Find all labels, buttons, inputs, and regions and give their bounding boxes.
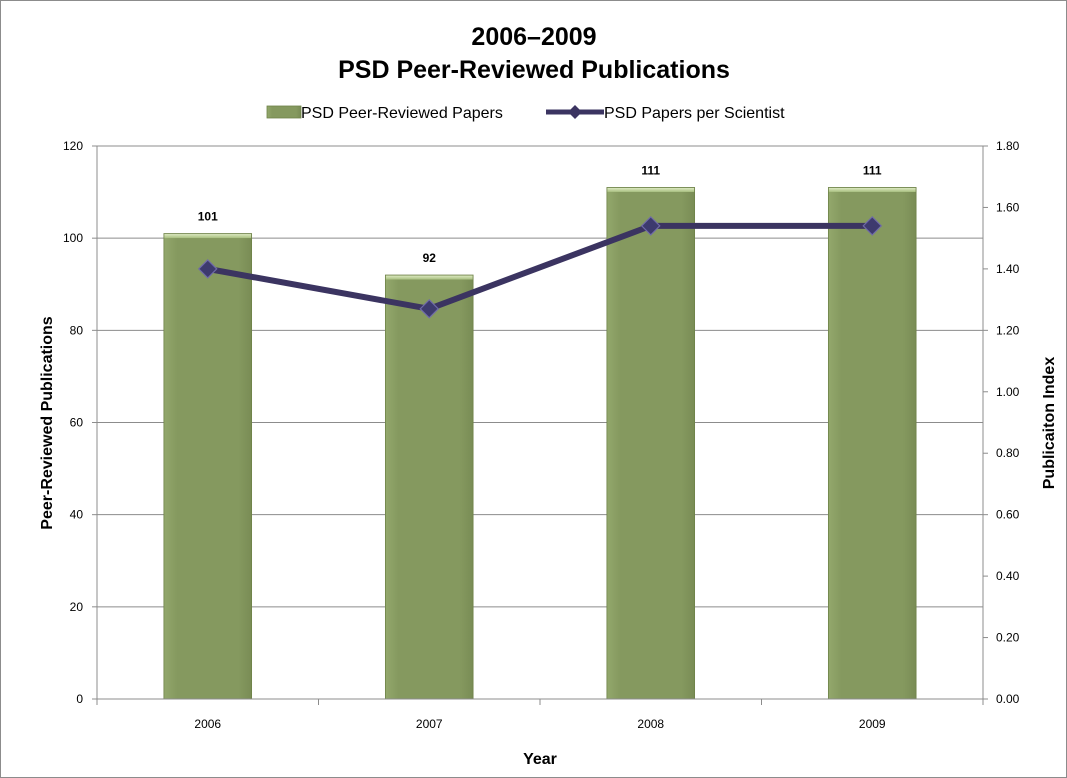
bar-2006: [163, 233, 253, 700]
bar-data-label: 111: [863, 163, 882, 177]
axes: [92, 145, 988, 705]
y2-tick-labels: 0.00 0.20 0.40 0.60 0.80 1.00 1.20 1.40 1.60 1.80: [996, 139, 1020, 706]
bar-2007: [384, 274, 474, 700]
line-point-2006: [197, 259, 218, 279]
y2-axis-title: Publicaiton Index: [1041, 357, 1058, 490]
bar-data-label: 101: [198, 210, 218, 224]
legend-line-label: PSD Papers per Scientist: [604, 105, 785, 122]
y-tick-label: 60: [70, 416, 84, 430]
y2-tick-label: 0.00: [996, 692, 1020, 706]
y-tick-label: 80: [70, 323, 84, 337]
y2-tick-label: 1.00: [996, 385, 1020, 399]
y2-tick-label: 0.40: [996, 569, 1020, 583]
line-path: [207, 222, 873, 312]
x-tick-label: 2006: [194, 717, 221, 731]
bar-2008: [606, 187, 696, 700]
bar-data-label: 111: [641, 163, 660, 177]
line-point-2007: [419, 298, 440, 319]
y2-tick-label: 0.60: [996, 508, 1020, 522]
y-tick-label: 100: [63, 231, 83, 245]
y-tick-label: 40: [70, 508, 84, 522]
bar-highlight-2008: [607, 187, 695, 192]
y-axis-title: Peer-Reviewed Publications: [39, 316, 56, 530]
bar-highlight-2009: [828, 187, 916, 192]
chart-title: 2006–2009: [471, 23, 596, 51]
line-point-2009: [862, 216, 883, 236]
bar-highlight-2007: [385, 275, 473, 280]
x-tick-labels: 2006 2007 2008 2009: [194, 717, 886, 731]
y-tick-labels: 0 20 40 60 80 100 120: [63, 139, 83, 706]
legend-bar-swatch: [266, 105, 302, 119]
y2-tick-label: 0.80: [996, 446, 1020, 460]
y2-tick-label: 1.60: [996, 200, 1020, 214]
y2-tick-label: 1.80: [996, 139, 1020, 153]
x-axis-title: Year: [523, 751, 557, 768]
x-tick-label: 2009: [859, 717, 886, 731]
data-labels: 101 92 111 111: [198, 163, 882, 265]
y2-tick-label: 1.20: [996, 323, 1020, 337]
y-tick-label: 120: [63, 139, 83, 153]
legend-bar-label: PSD Peer-Reviewed Papers: [301, 105, 503, 122]
chart-subtitle: PSD Peer-Reviewed Publications: [338, 56, 730, 84]
y-tick-label: 20: [70, 600, 84, 614]
x-tick-label: 2008: [637, 717, 664, 731]
legend: PSD Peer-Reviewed Papers PSD Papers per …: [266, 105, 785, 122]
bars: [163, 187, 917, 700]
y2-tick-label: 1.40: [996, 262, 1020, 276]
y2-tick-label: 0.20: [996, 631, 1020, 645]
bar-data-label: 92: [423, 251, 437, 265]
legend-line-marker: [568, 105, 582, 119]
line-series: [197, 216, 883, 319]
line-point-2008: [640, 216, 661, 236]
bar-highlight-2006: [164, 234, 252, 239]
x-tick-label: 2007: [416, 717, 443, 731]
bar-2009: [827, 187, 917, 700]
y-tick-label: 0: [76, 692, 83, 706]
